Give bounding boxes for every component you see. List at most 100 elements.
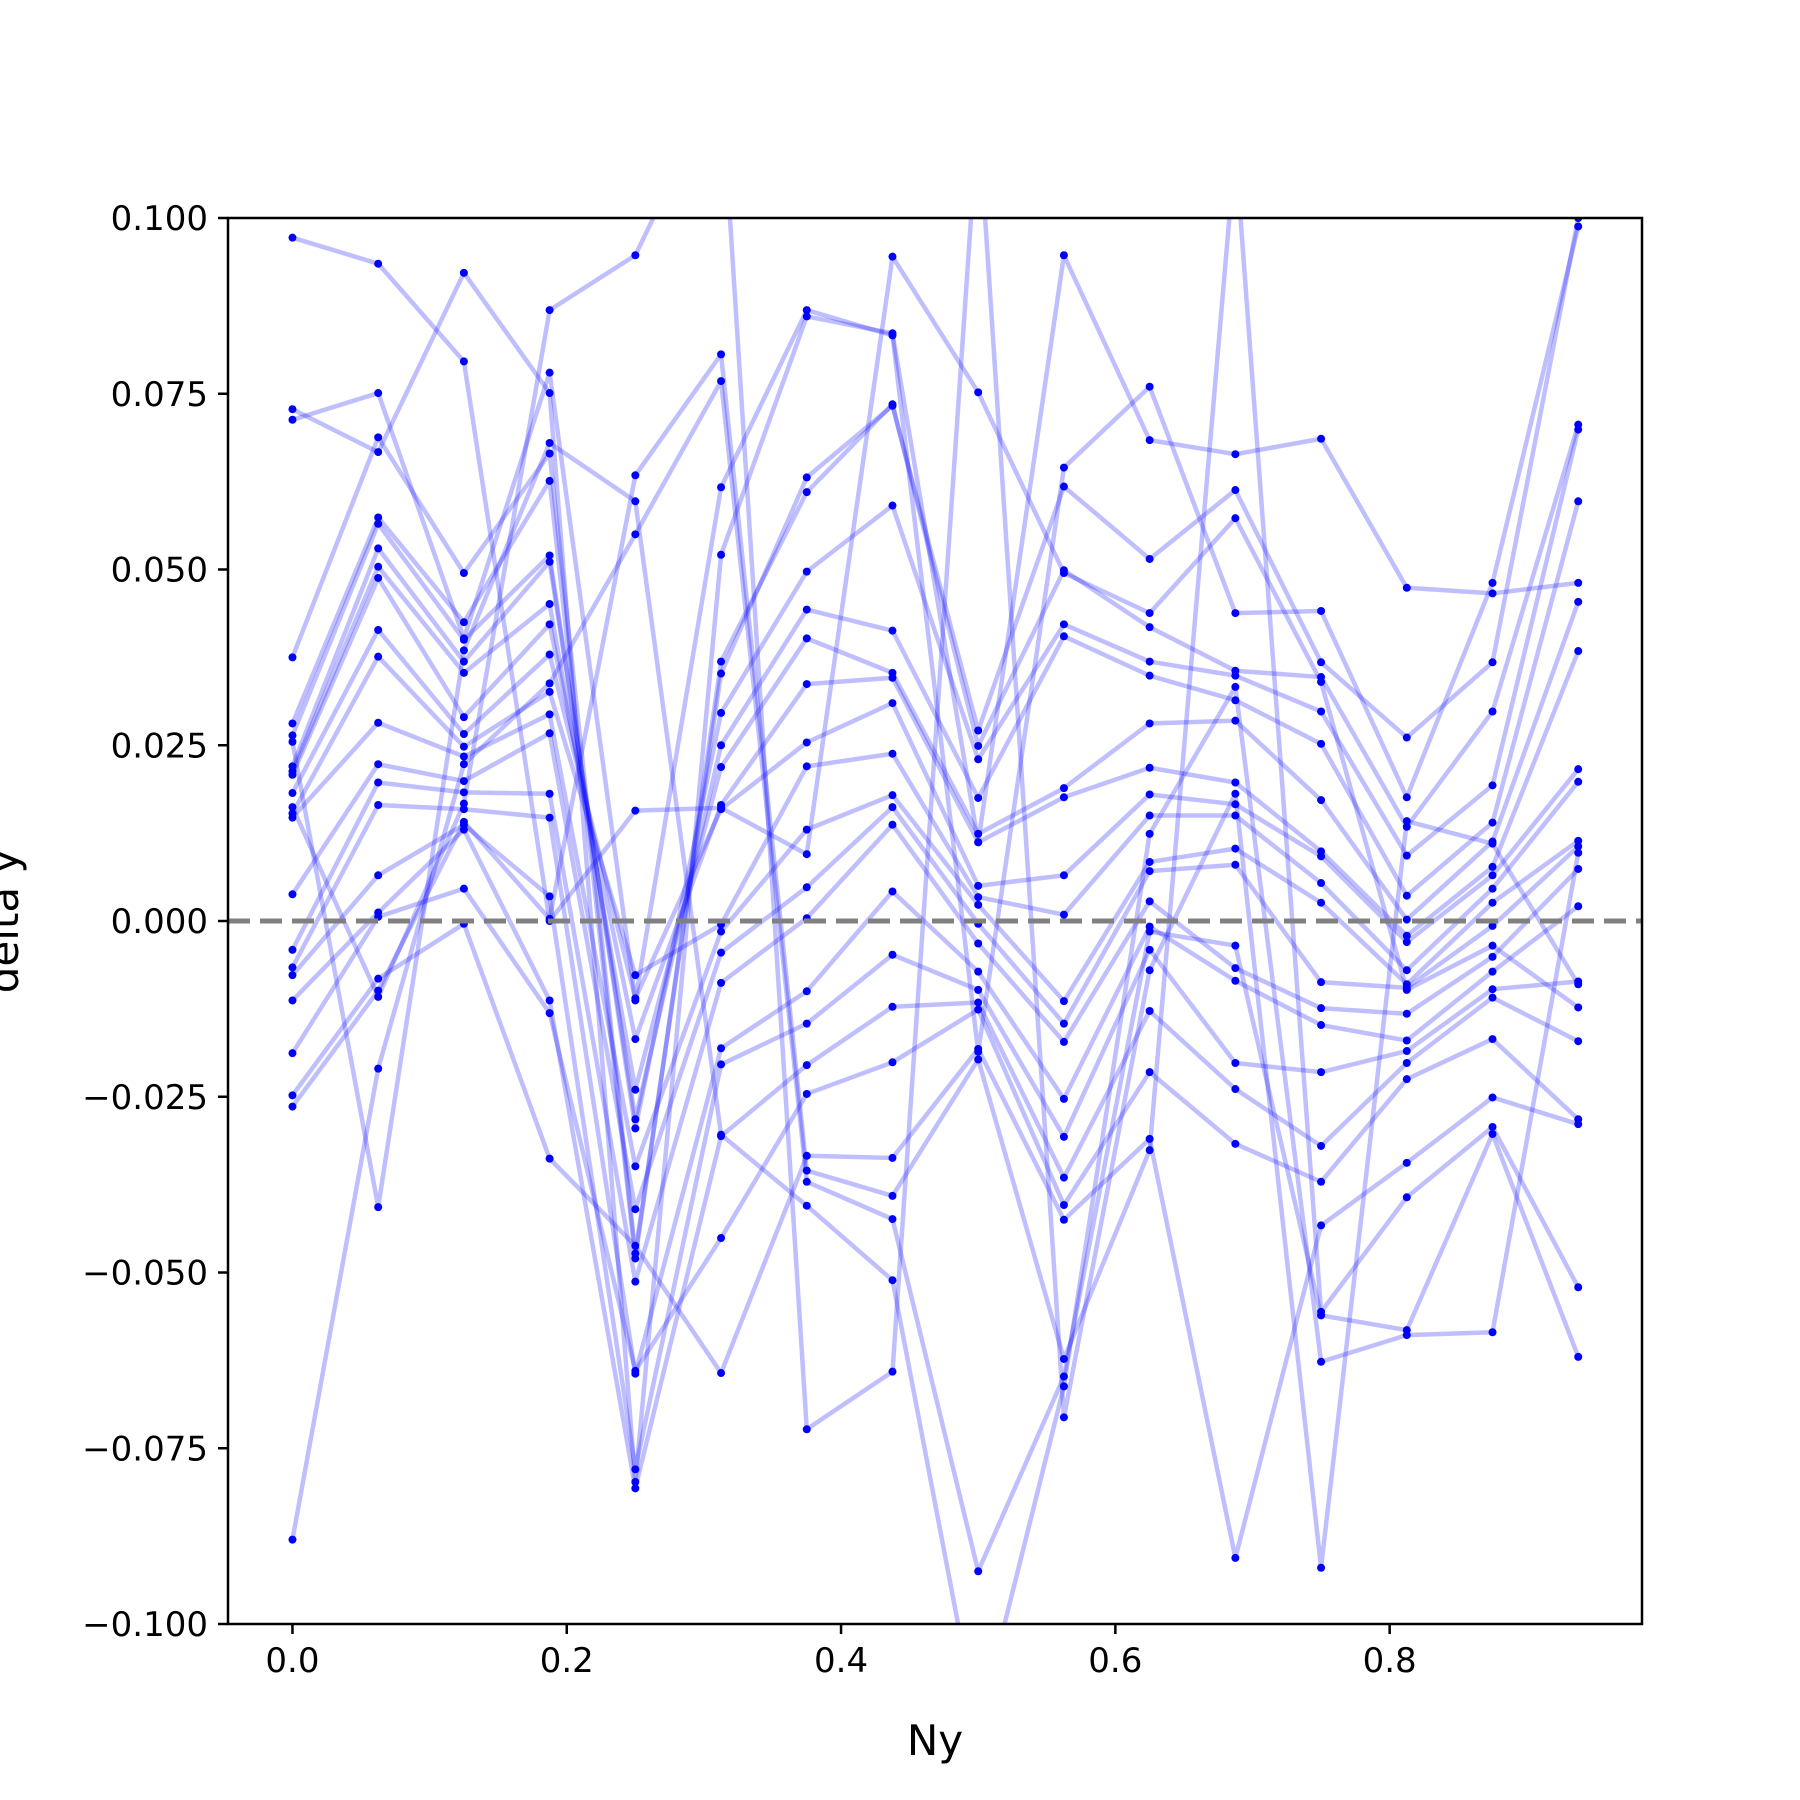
data-point [1231,514,1240,523]
data-point [1402,983,1411,992]
data-point [1145,790,1154,799]
data-point [1574,864,1583,873]
data-point [1231,696,1240,705]
data-point [288,996,297,1005]
data-point [974,985,983,994]
series-line [290,218,1581,1362]
data-point [545,729,554,738]
data-point [1317,707,1326,716]
data-point [1145,623,1154,632]
data-point [802,1089,811,1098]
data-point [374,389,383,398]
data-point [974,755,983,764]
data-point [1317,978,1326,987]
data-point [1488,985,1497,994]
data-point [631,1277,640,1286]
data-point [888,673,897,682]
data-point [717,483,726,492]
data-point [374,1064,383,1073]
data-point [374,760,383,769]
data-point [459,646,468,655]
data-point [288,233,297,242]
data-point [374,519,383,528]
data-point [1317,1311,1326,1320]
data-point [545,599,554,608]
data-point [1145,382,1154,391]
data-point [1059,1173,1068,1182]
data-point [374,801,383,809]
data-point [1317,606,1326,615]
data-point [545,687,554,696]
data-point [888,501,897,510]
data-point [545,813,554,822]
data-point [545,1154,554,1163]
data-point [1145,763,1154,772]
series-17 [288,825,1583,1493]
data-point [1488,967,1497,976]
data-point [1317,673,1326,682]
data-point [1059,1132,1068,1141]
data-point [374,573,383,582]
data-point [1145,811,1154,820]
data-point [1574,597,1583,606]
series-3 [288,222,1583,1056]
data-point [459,657,468,666]
data-point [888,400,897,409]
data-point [1574,497,1583,506]
data-point [1488,884,1497,893]
data-point [802,850,811,859]
data-point [974,1005,983,1014]
data-point [717,708,726,717]
data-point [717,669,726,678]
data-point [1059,1094,1068,1103]
data-point [545,620,554,629]
data-point [374,259,383,268]
data-point [717,377,726,386]
data-point [1488,578,1497,587]
series-line [290,780,1581,1284]
data-point [459,730,468,738]
data-point [717,948,726,957]
data-point [1402,931,1411,940]
data-point [717,763,726,772]
data-point [1574,765,1583,774]
data-point [1317,1004,1326,1013]
data-point [888,1058,897,1067]
data-point [545,438,554,447]
data-point [717,805,726,814]
data-point [459,825,468,834]
data-point [1059,566,1068,575]
data-point [1488,871,1497,880]
data-point [1488,1093,1497,1102]
data-point [288,1091,297,1100]
data-point [974,1567,983,1576]
data-point [888,887,897,896]
data-point [1402,851,1411,860]
data-point [1145,671,1154,680]
series-6 [288,425,1583,1133]
data-point [1059,1354,1068,1363]
data-point [1059,1372,1068,1381]
data-point [631,1035,640,1044]
y-tick-label: −0.025 [82,1078,208,1118]
data-point [717,1369,726,1378]
data-point [631,530,640,539]
data-point [802,1019,811,1028]
data-point [888,331,897,340]
data-point [1059,1413,1068,1422]
data-point [1402,1158,1411,1167]
data-point [1402,966,1411,975]
data-point [288,405,297,414]
data-point [545,1009,554,1018]
data-point [974,838,983,847]
data-point [802,987,811,996]
data-point [545,892,554,901]
data-point [1059,620,1068,629]
y-tick-label: 0.100 [111,199,208,239]
series-line [290,218,1581,1571]
data-point [1231,682,1240,691]
data-point [1317,1177,1326,1186]
data-point [717,1060,726,1069]
data-point [631,971,640,980]
data-point [1317,1068,1326,1077]
